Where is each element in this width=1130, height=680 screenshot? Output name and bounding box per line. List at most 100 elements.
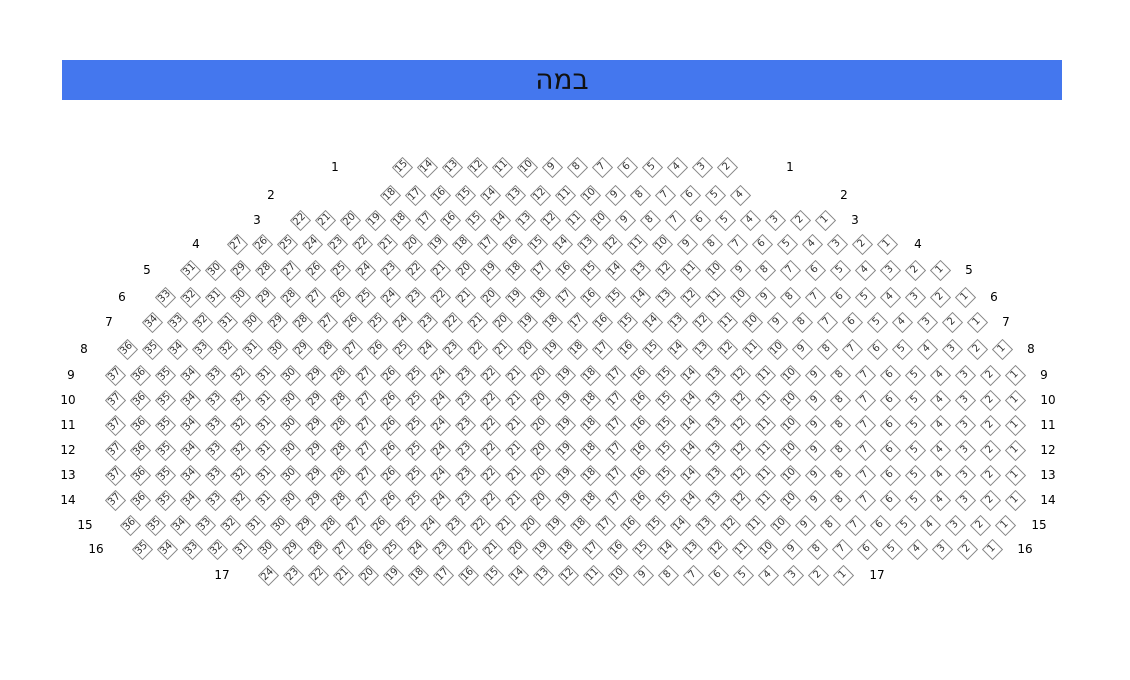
seat-row-11-19[interactable]: 19: [555, 415, 575, 435]
seat-row-6-18[interactable]: 18: [530, 287, 550, 307]
seat-row-10-27[interactable]: 27: [355, 390, 375, 410]
seat-row-11-13[interactable]: 13: [705, 415, 725, 435]
seat-row-14-24[interactable]: 24: [430, 490, 450, 510]
seat-row-14-19[interactable]: 19: [555, 490, 575, 510]
seat-row-8-13[interactable]: 13: [692, 339, 712, 359]
seat-row-9-24[interactable]: 24: [430, 365, 450, 385]
seat-row-9-34[interactable]: 34: [180, 365, 200, 385]
seat-row-14-21[interactable]: 21: [505, 490, 525, 510]
seat-row-1-11[interactable]: 11: [492, 157, 512, 177]
seat-row-15-2[interactable]: 2: [970, 515, 990, 535]
seat-row-12-8[interactable]: 8: [830, 440, 850, 460]
seat-row-8-11[interactable]: 11: [742, 339, 762, 359]
seat-row-10-1[interactable]: 1: [1005, 390, 1025, 410]
seat-row-4-8[interactable]: 8: [702, 234, 722, 254]
seat-row-9-5[interactable]: 5: [905, 365, 925, 385]
seat-row-11-35[interactable]: 35: [155, 415, 175, 435]
seat-row-8-34[interactable]: 34: [167, 339, 187, 359]
seat-row-13-37[interactable]: 37: [105, 465, 125, 485]
seat-row-12-16[interactable]: 16: [630, 440, 650, 460]
seat-row-5-31[interactable]: 31: [180, 260, 200, 280]
seat-row-12-35[interactable]: 35: [155, 440, 175, 460]
seat-row-12-12[interactable]: 12: [730, 440, 750, 460]
seat-row-11-2[interactable]: 2: [980, 415, 1000, 435]
seat-row-3-10[interactable]: 10: [590, 210, 610, 230]
seat-row-10-37[interactable]: 37: [105, 390, 125, 410]
seat-row-4-26[interactable]: 26: [252, 234, 272, 254]
seat-row-4-14[interactable]: 14: [552, 234, 572, 254]
seat-row-10-11[interactable]: 11: [755, 390, 775, 410]
seat-row-13-10[interactable]: 10: [780, 465, 800, 485]
seat-row-4-22[interactable]: 22: [352, 234, 372, 254]
seat-row-10-13[interactable]: 13: [705, 390, 725, 410]
seat-row-9-25[interactable]: 25: [405, 365, 425, 385]
seat-row-4-15[interactable]: 15: [527, 234, 547, 254]
seat-row-11-22[interactable]: 22: [480, 415, 500, 435]
seat-row-13-22[interactable]: 22: [480, 465, 500, 485]
seat-row-10-4[interactable]: 4: [930, 390, 950, 410]
seat-row-2-18[interactable]: 18: [380, 185, 400, 205]
seat-row-6-23[interactable]: 23: [405, 287, 425, 307]
seat-row-7-8[interactable]: 8: [792, 312, 812, 332]
seat-row-16-2[interactable]: 2: [957, 539, 977, 559]
seat-row-11-27[interactable]: 27: [355, 415, 375, 435]
seat-row-3-16[interactable]: 16: [440, 210, 460, 230]
seat-row-9-20[interactable]: 20: [530, 365, 550, 385]
seat-row-11-36[interactable]: 36: [130, 415, 150, 435]
seat-row-6-22[interactable]: 22: [430, 287, 450, 307]
seat-row-17-13[interactable]: 13: [533, 565, 553, 585]
seat-row-6-8[interactable]: 8: [780, 287, 800, 307]
seat-row-9-28[interactable]: 28: [330, 365, 350, 385]
seat-row-13-3[interactable]: 3: [955, 465, 975, 485]
seat-row-13-30[interactable]: 30: [280, 465, 300, 485]
seat-row-2-13[interactable]: 13: [505, 185, 525, 205]
seat-row-4-9[interactable]: 9: [677, 234, 697, 254]
seat-row-16-19[interactable]: 19: [532, 539, 552, 559]
seat-row-1-6[interactable]: 6: [617, 157, 637, 177]
seat-row-9-1[interactable]: 1: [1005, 365, 1025, 385]
seat-row-3-21[interactable]: 21: [315, 210, 335, 230]
seat-row-17-18[interactable]: 18: [408, 565, 428, 585]
seat-row-16-25[interactable]: 25: [382, 539, 402, 559]
seat-row-9-36[interactable]: 36: [130, 365, 150, 385]
seat-row-9-31[interactable]: 31: [255, 365, 275, 385]
seat-row-5-20[interactable]: 20: [455, 260, 475, 280]
seat-row-6-13[interactable]: 13: [655, 287, 675, 307]
seat-row-10-18[interactable]: 18: [580, 390, 600, 410]
seat-row-6-16[interactable]: 16: [580, 287, 600, 307]
seat-row-13-26[interactable]: 26: [380, 465, 400, 485]
seat-row-2-7[interactable]: 7: [655, 185, 675, 205]
seat-row-8-7[interactable]: 7: [842, 339, 862, 359]
seat-row-12-9[interactable]: 9: [805, 440, 825, 460]
seat-row-16-15[interactable]: 15: [632, 539, 652, 559]
seat-row-7-3[interactable]: 3: [917, 312, 937, 332]
seat-row-17-1[interactable]: 1: [833, 565, 853, 585]
seat-row-11-5[interactable]: 5: [905, 415, 925, 435]
seat-row-14-29[interactable]: 29: [305, 490, 325, 510]
seat-row-10-3[interactable]: 3: [955, 390, 975, 410]
seat-row-14-2[interactable]: 2: [980, 490, 1000, 510]
seat-row-4-21[interactable]: 21: [377, 234, 397, 254]
seat-row-8-33[interactable]: 33: [192, 339, 212, 359]
seat-row-15-26[interactable]: 26: [370, 515, 390, 535]
seat-row-13-6[interactable]: 6: [880, 465, 900, 485]
seat-row-9-15[interactable]: 15: [655, 365, 675, 385]
seat-row-12-18[interactable]: 18: [580, 440, 600, 460]
seat-row-16-22[interactable]: 22: [457, 539, 477, 559]
seat-row-3-12[interactable]: 12: [540, 210, 560, 230]
seat-row-13-2[interactable]: 2: [980, 465, 1000, 485]
seat-row-2-11[interactable]: 11: [555, 185, 575, 205]
seat-row-2-5[interactable]: 5: [705, 185, 725, 205]
seat-row-12-32[interactable]: 32: [230, 440, 250, 460]
seat-row-7-23[interactable]: 23: [417, 312, 437, 332]
seat-row-1-8[interactable]: 8: [567, 157, 587, 177]
seat-row-1-3[interactable]: 3: [692, 157, 712, 177]
seat-row-16-9[interactable]: 9: [782, 539, 802, 559]
seat-row-10-36[interactable]: 36: [130, 390, 150, 410]
seat-row-8-20[interactable]: 20: [517, 339, 537, 359]
seat-row-13-28[interactable]: 28: [330, 465, 350, 485]
seat-row-15-12[interactable]: 12: [720, 515, 740, 535]
seat-row-14-27[interactable]: 27: [355, 490, 375, 510]
seat-row-13-34[interactable]: 34: [180, 465, 200, 485]
seat-row-4-25[interactable]: 25: [277, 234, 297, 254]
